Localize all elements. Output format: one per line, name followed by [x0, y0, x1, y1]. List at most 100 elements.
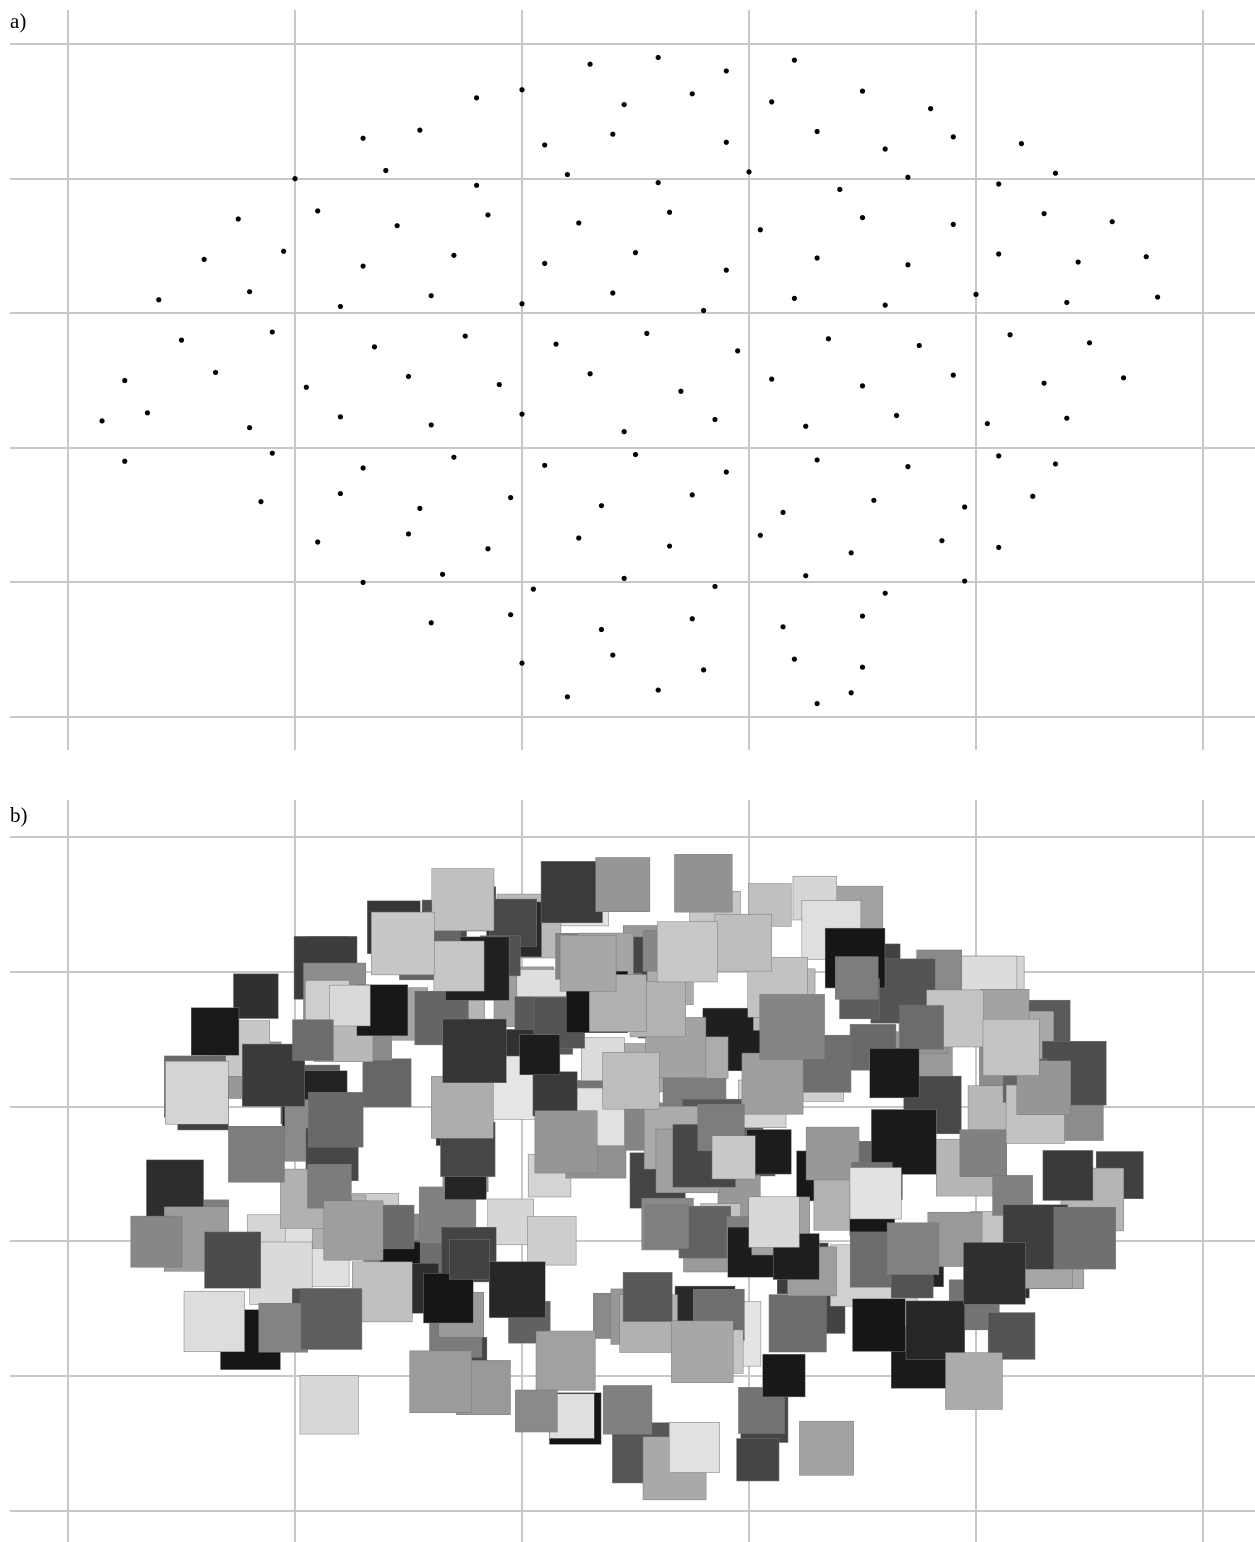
point — [655, 54, 661, 61]
thumbnail — [849, 1167, 902, 1220]
thumbnail — [534, 1110, 598, 1174]
point — [814, 457, 820, 463]
point — [337, 414, 343, 420]
point — [644, 330, 650, 336]
point — [950, 134, 956, 140]
thumbnail — [741, 1052, 804, 1115]
point — [882, 146, 888, 152]
point — [723, 139, 729, 145]
point — [837, 186, 843, 192]
point — [757, 532, 763, 538]
point — [542, 462, 548, 468]
point — [916, 342, 922, 349]
point — [496, 381, 502, 388]
point — [405, 373, 412, 380]
thumbnail — [748, 1196, 800, 1248]
point — [122, 458, 128, 464]
thumbnail — [448, 1239, 490, 1280]
point — [451, 454, 457, 460]
thumbnail — [165, 1061, 229, 1125]
point — [144, 410, 151, 416]
point — [439, 571, 446, 577]
point — [1155, 294, 1161, 300]
thumbnail — [362, 1058, 412, 1108]
point — [984, 420, 990, 427]
point — [610, 652, 616, 658]
point — [564, 694, 571, 700]
point — [666, 543, 673, 549]
point — [848, 550, 854, 556]
thumbnail — [191, 1007, 240, 1056]
point — [859, 88, 866, 94]
point — [576, 535, 582, 541]
point — [1075, 259, 1081, 265]
point — [689, 492, 695, 498]
point — [258, 499, 264, 505]
thumbnail — [595, 857, 651, 912]
point — [973, 291, 979, 297]
point — [337, 490, 343, 497]
point — [803, 423, 809, 429]
thumbnail — [423, 1272, 474, 1324]
thumbnail — [323, 1200, 384, 1261]
thumbnail — [799, 1420, 854, 1476]
thumbnail — [431, 1076, 494, 1139]
thumbnail — [515, 1389, 558, 1433]
point — [587, 61, 593, 67]
point — [655, 687, 661, 693]
point — [712, 583, 718, 590]
thumbnail — [228, 1126, 285, 1183]
point — [950, 372, 956, 378]
thumbnail — [409, 1350, 472, 1413]
thumbnail — [762, 1354, 806, 1398]
point — [610, 290, 616, 296]
point — [417, 505, 423, 511]
thumbnail — [835, 956, 879, 1000]
point — [769, 376, 775, 382]
point — [462, 333, 468, 339]
thumbnail — [300, 1288, 363, 1350]
point — [417, 127, 423, 133]
point — [678, 388, 684, 394]
point — [882, 590, 888, 596]
thumbnail — [559, 934, 617, 992]
point — [474, 95, 480, 101]
point — [791, 57, 798, 63]
scatter-points — [99, 54, 1161, 707]
point — [1086, 340, 1093, 346]
point — [655, 180, 661, 186]
thumbnail — [183, 1290, 245, 1352]
thumbnail — [1042, 1150, 1094, 1201]
point — [1052, 461, 1059, 467]
point — [1018, 141, 1024, 147]
point — [780, 509, 786, 516]
point — [519, 301, 525, 307]
point — [485, 212, 491, 218]
point — [848, 690, 854, 696]
thumbnail — [987, 1312, 1036, 1360]
point — [689, 616, 695, 622]
point — [564, 171, 571, 178]
grid-a — [10, 10, 1255, 750]
point — [1041, 210, 1047, 217]
point — [337, 303, 343, 310]
point — [871, 497, 877, 503]
point — [360, 263, 366, 269]
thumbnail — [233, 973, 279, 1019]
point — [962, 578, 968, 584]
point — [315, 208, 321, 214]
point — [950, 221, 956, 227]
thumbnail — [602, 1052, 660, 1110]
point — [269, 450, 275, 456]
point — [360, 135, 366, 141]
point — [723, 267, 729, 273]
point — [315, 539, 321, 545]
point — [723, 68, 729, 74]
thumbnail — [442, 1018, 507, 1083]
thumbnail — [656, 921, 718, 983]
thumbnail — [899, 1005, 944, 1050]
point — [928, 106, 934, 112]
point — [519, 411, 525, 417]
point — [598, 503, 605, 509]
thumbnail — [736, 1438, 780, 1482]
